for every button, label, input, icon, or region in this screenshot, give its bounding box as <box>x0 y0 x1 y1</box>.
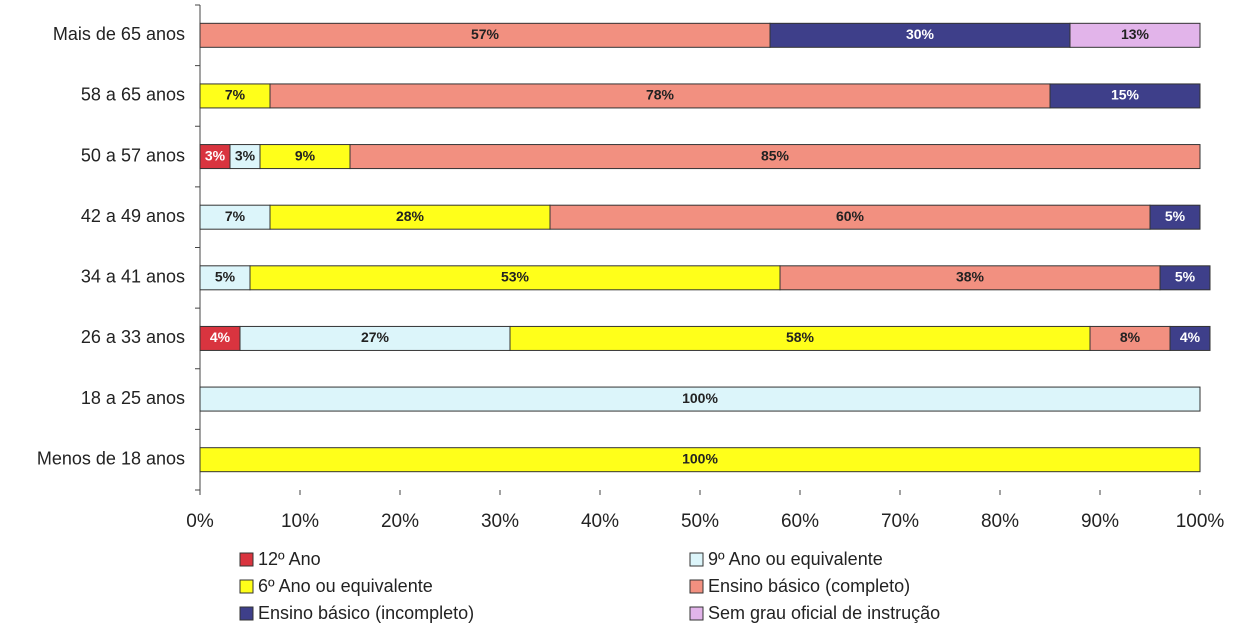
category-label: 42 a 49 anos <box>81 206 185 226</box>
bar-segment <box>239 325 511 351</box>
bar-segment <box>199 83 271 109</box>
value-label: 3% <box>205 147 226 163</box>
value-label: 60% <box>836 208 865 224</box>
bar-segment <box>549 204 1151 230</box>
value-label: 15% <box>1111 87 1140 103</box>
bar-segment <box>229 144 261 170</box>
value-label: 100% <box>682 390 718 406</box>
legend-swatch <box>239 579 254 594</box>
x-tick-label: 10% <box>281 511 319 532</box>
legend-label: Sem grau oficial de instrução <box>708 603 940 623</box>
x-tick-label: 60% <box>781 511 819 532</box>
value-label: 4% <box>210 329 231 345</box>
bar-segment <box>249 265 781 291</box>
value-label: 5% <box>1175 269 1196 285</box>
category-label: 18 a 25 anos <box>81 388 185 408</box>
value-label: 38% <box>956 269 985 285</box>
x-tick-label: 70% <box>881 511 919 532</box>
legend-swatch <box>689 579 704 594</box>
value-label: 3% <box>235 147 256 163</box>
bar-segment <box>199 386 1201 412</box>
bar-segment <box>269 204 551 230</box>
legend-swatch <box>689 552 704 567</box>
bar-segment <box>199 325 241 351</box>
bar-segment <box>259 144 351 170</box>
value-label: 7% <box>225 87 246 103</box>
legend-swatch <box>239 552 254 567</box>
category-label: 26 a 33 anos <box>81 327 185 347</box>
x-tick-label: 100% <box>1176 511 1225 532</box>
category-label: 50 a 57 anos <box>81 145 185 165</box>
x-tick-label: 20% <box>381 511 419 532</box>
bar-segment <box>349 144 1201 170</box>
value-label: 53% <box>501 269 530 285</box>
legend-label: 9º Ano ou equivalente <box>708 549 883 569</box>
bar-segment <box>1169 325 1211 351</box>
value-label: 57% <box>471 26 500 42</box>
value-label: 5% <box>1165 208 1186 224</box>
x-tick-label: 30% <box>481 511 519 532</box>
legend-label: 6º Ano ou equivalente <box>258 576 433 596</box>
bar-segment <box>199 204 271 230</box>
x-tick-label: 50% <box>681 511 719 532</box>
x-tick-label: 80% <box>981 511 1019 532</box>
legend-label: Ensino básico (completo) <box>708 576 910 596</box>
value-label: 8% <box>1120 329 1141 345</box>
category-label: Menos de 18 anos <box>37 448 185 468</box>
bar-segment <box>1069 22 1201 48</box>
value-label: 30% <box>906 26 935 42</box>
bar-segment <box>1159 265 1211 291</box>
legend-swatch <box>689 606 704 621</box>
legend-swatch <box>239 606 254 621</box>
legend-label: Ensino básico (incompleto) <box>258 603 474 623</box>
x-tick-label: 0% <box>186 511 214 532</box>
value-label: 4% <box>1180 329 1201 345</box>
value-label: 78% <box>646 87 675 103</box>
bar-segment <box>199 265 251 291</box>
category-label: 34 a 41 anos <box>81 267 185 287</box>
bar-segment <box>269 83 1051 109</box>
category-label: Mais de 65 anos <box>53 24 185 44</box>
value-label: 100% <box>682 450 718 466</box>
legend-label: 12º Ano <box>258 549 321 569</box>
bar-segment <box>199 447 1201 473</box>
value-label: 27% <box>361 329 390 345</box>
category-label: 58 a 65 anos <box>81 85 185 105</box>
value-label: 7% <box>225 208 246 224</box>
value-label: 28% <box>396 208 425 224</box>
value-label: 13% <box>1121 26 1150 42</box>
value-label: 58% <box>786 329 815 345</box>
bar-segment <box>1049 83 1201 109</box>
bar-segment <box>1089 325 1171 351</box>
x-tick-label: 40% <box>581 511 619 532</box>
value-label: 5% <box>215 269 236 285</box>
value-label: 85% <box>761 147 790 163</box>
value-label: 9% <box>295 147 316 163</box>
x-tick-label: 90% <box>1081 511 1119 532</box>
bar-segment <box>779 265 1161 291</box>
bar-segment <box>1149 204 1201 230</box>
bar-segment <box>509 325 1091 351</box>
